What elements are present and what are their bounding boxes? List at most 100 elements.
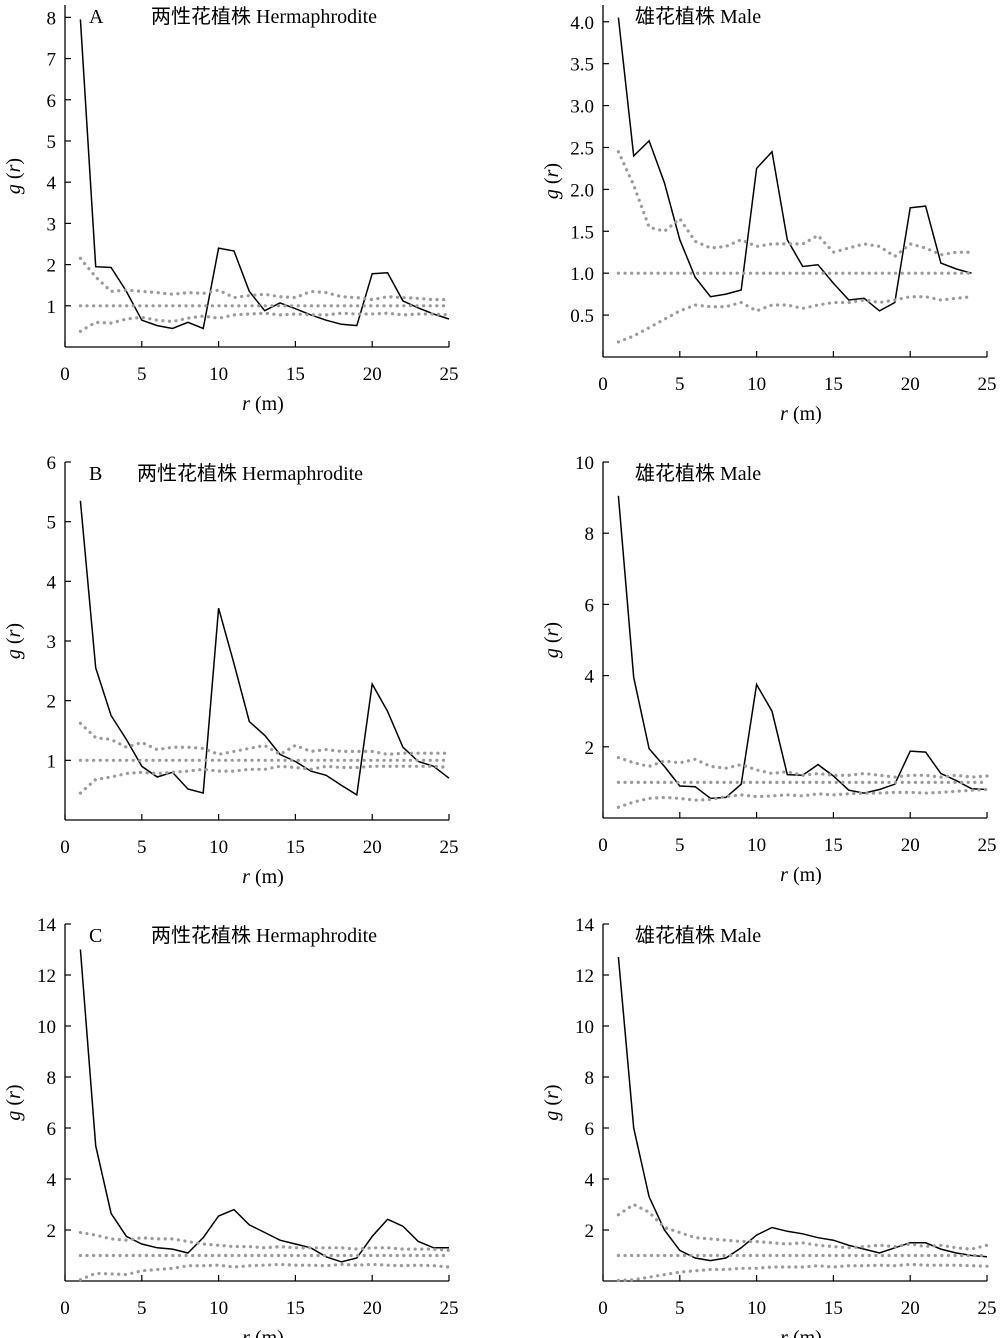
x-tick-label: 20: [901, 835, 920, 856]
x-tick-label: 20: [363, 1298, 382, 1319]
x-tick-label: 10: [747, 835, 766, 856]
x-tick-label: 10: [747, 374, 766, 395]
x-tick-label: 10: [209, 1298, 228, 1319]
x-tick-label: 10: [209, 364, 228, 385]
chart-title: 两性花植株 Hermaphrodite: [151, 5, 377, 28]
x-tick-label: 5: [137, 1298, 147, 1319]
y-tick-label: 10: [575, 1017, 594, 1038]
y-axis-label: g (r): [3, 158, 25, 194]
x-tick-label: 0: [60, 1298, 70, 1319]
chart-panel-A-male: 0 5 10 15 20 25 0.5 1.0 1.5 2.0 2.5 3.0 3.5 4.0 雄花植株 M…: [541, 5, 997, 425]
y-axis-label: g (r): [541, 1084, 563, 1120]
panel-letter: A: [89, 6, 104, 28]
x-tick-label: 25: [440, 364, 459, 385]
x-axis-label: r (m): [780, 1327, 822, 1338]
y-tick-label: 8: [47, 1068, 57, 1089]
x-tick-label: 0: [60, 364, 70, 385]
chart-title: 雄花植株 Male: [635, 924, 761, 947]
series-observed: [79, 19, 450, 330]
series-observed: [617, 957, 988, 1262]
y-tick-label: 2.0: [570, 180, 594, 201]
y-tick-label: 3.5: [570, 55, 594, 76]
y-tick-label: 8: [47, 8, 57, 29]
x-tick-label: 15: [824, 1298, 843, 1319]
x-axis-label: r (m): [242, 1327, 284, 1338]
chart-panel-C-herm: 0 5 10 15 20 25 2 4 6 8 10 12 14 C 两性花植株 Hermaphrodite…: [3, 915, 459, 1338]
chart-title: 雄花植株 Male: [635, 5, 761, 28]
panel-letter: C: [89, 925, 102, 947]
y-tick-label: 2.5: [570, 138, 594, 159]
y-tick-label: 3: [47, 214, 57, 235]
x-axis-label: r (m): [780, 864, 822, 886]
y-tick-label: 4: [47, 1170, 57, 1191]
y-tick-label: 4: [585, 1170, 595, 1191]
y-axis-label: g (r): [3, 623, 25, 659]
chart-panel-B-male: 0 5 10 15 20 25 2 4 6 8 10 雄花植株 Male r (m) g (r): [541, 453, 997, 886]
series-observed: [617, 17, 972, 312]
chart-title: 两性花植株 Hermaphrodite: [137, 462, 363, 485]
y-tick-label: 4: [47, 173, 57, 194]
y-tick-label: 2: [585, 1221, 595, 1242]
y-tick-label: 6: [585, 1119, 595, 1140]
x-tick-label: 10: [747, 1298, 766, 1319]
y-tick-label: 1: [47, 297, 57, 318]
y-tick-label: 2: [47, 1221, 57, 1242]
series-upper_envelope: [616, 755, 989, 779]
y-tick-label: 1.5: [570, 222, 594, 243]
y-tick-label: 12: [575, 966, 594, 987]
y-tick-label: 6: [585, 595, 595, 616]
y-tick-label: 1: [47, 751, 57, 772]
y-axis-label: g (r): [3, 1084, 25, 1120]
y-tick-label: 5: [47, 513, 57, 534]
y-tick-label: 1.0: [570, 264, 594, 285]
y-tick-label: 2: [47, 692, 57, 713]
y-axis-label: g (r): [541, 163, 563, 199]
y-tick-label: 3: [47, 632, 57, 653]
x-tick-label: 0: [598, 374, 608, 395]
chart-panel-A-herm: 0 5 10 15 20 25 1 2 3 4 5 6 7 8 A 两性花植株 Hermaphrodite r …: [3, 5, 459, 415]
x-tick-label: 15: [286, 837, 305, 858]
x-tick-label: 20: [363, 364, 382, 385]
x-axis-label: r (m): [242, 866, 284, 888]
y-tick-label: 8: [585, 1068, 595, 1089]
series-lower_envelope: [78, 311, 451, 333]
y-tick-label: 4.0: [570, 13, 594, 34]
y-tick-label: 14: [37, 915, 57, 936]
series-observed: [79, 500, 450, 797]
x-tick-label: 25: [440, 1298, 459, 1319]
x-tick-label: 25: [978, 1298, 997, 1319]
chart-title: 雄花植株 Male: [635, 462, 761, 485]
series-observed: [79, 949, 449, 1263]
series-upper_envelope: [616, 1202, 989, 1251]
x-tick-label: 15: [824, 835, 843, 856]
series-lower_envelope: [616, 295, 974, 344]
x-tick-label: 5: [675, 1298, 685, 1319]
series-upper_envelope: [616, 150, 974, 259]
chart-panel-B-herm: 0 5 10 15 20 25 1 2 3 4 5 6 B 两性花植株 Hermaphrodite r (m…: [3, 453, 459, 888]
y-tick-label: 8: [585, 524, 595, 545]
y-tick-label: 4: [585, 667, 595, 688]
y-tick-label: 6: [47, 91, 57, 112]
series-lower_envelope: [78, 764, 451, 795]
y-tick-label: 3.0: [570, 97, 594, 118]
series-upper_envelope: [78, 256, 451, 302]
y-tick-label: 6: [47, 1119, 57, 1140]
x-tick-label: 10: [209, 837, 228, 858]
y-tick-label: 2: [47, 256, 57, 277]
y-tick-label: 0.5: [570, 306, 594, 327]
x-tick-label: 20: [363, 837, 382, 858]
series-observed: [617, 495, 988, 800]
x-tick-label: 20: [901, 374, 920, 395]
y-axis-label: g (r): [541, 622, 563, 658]
series-upper_envelope: [78, 721, 451, 757]
y-tick-label: 4: [47, 572, 57, 593]
x-tick-label: 25: [440, 837, 459, 858]
x-tick-label: 15: [824, 374, 843, 395]
x-tick-label: 5: [137, 364, 147, 385]
x-tick-label: 15: [286, 364, 305, 385]
x-tick-label: 0: [598, 835, 608, 856]
x-tick-label: 5: [675, 374, 685, 395]
x-tick-label: 5: [675, 835, 685, 856]
series-lower_envelope: [78, 1262, 451, 1282]
